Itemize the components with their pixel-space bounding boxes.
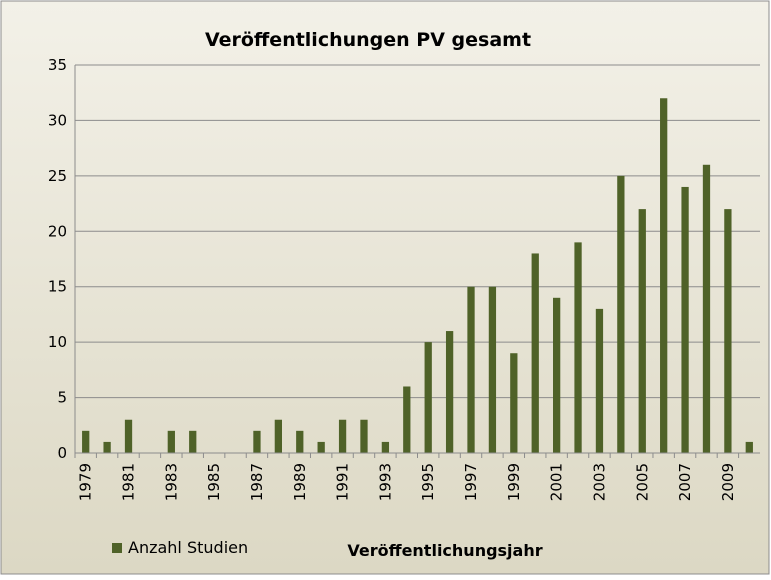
x-tick-label: 1983 <box>162 463 180 501</box>
bar <box>681 186 689 453</box>
legend-label: Anzahl Studien <box>128 538 248 557</box>
bar <box>553 297 561 453</box>
bar <box>167 430 175 453</box>
y-tick-label: 35 <box>48 56 67 74</box>
bar <box>445 331 454 453</box>
bar <box>189 430 197 453</box>
x-tick-label: 2005 <box>633 463 651 501</box>
bar <box>403 386 411 453</box>
y-tick-label: 20 <box>48 222 67 240</box>
x-tick-label: 2003 <box>590 463 608 501</box>
bar <box>574 242 582 453</box>
bar <box>617 175 625 453</box>
bar <box>253 430 261 453</box>
x-tick-label: 1987 <box>248 463 266 501</box>
y-tick-label: 15 <box>48 278 67 296</box>
x-tick-label: 2009 <box>719 463 737 501</box>
bar <box>124 419 133 453</box>
bar <box>360 419 368 453</box>
x-tick-label: 2007 <box>676 463 694 501</box>
bar <box>660 98 668 453</box>
x-tick-label: 1997 <box>462 463 480 501</box>
bar <box>317 441 325 453</box>
bar <box>724 209 732 453</box>
x-axis-title: Veröffentlichungsjahr <box>347 541 542 560</box>
y-tick-label: 30 <box>48 111 67 129</box>
bar <box>381 441 390 453</box>
bar <box>424 342 432 453</box>
x-tick-label: 1981 <box>120 463 138 501</box>
x-tick-label: 1993 <box>376 463 394 501</box>
bar <box>82 430 90 453</box>
bar <box>702 164 711 453</box>
bar <box>103 441 111 453</box>
bar <box>467 286 475 453</box>
y-tick-label: 0 <box>57 444 67 462</box>
bar <box>745 441 753 453</box>
bar <box>638 209 646 453</box>
x-tick-label: 1989 <box>291 463 309 501</box>
bar <box>510 353 518 453</box>
bar <box>531 253 539 453</box>
x-tick-label: 1995 <box>419 463 437 501</box>
y-tick-label: 5 <box>57 389 67 407</box>
y-tick-label: 25 <box>48 167 67 185</box>
x-tick-label: 1985 <box>205 463 223 501</box>
legend-swatch <box>112 543 122 553</box>
bar <box>296 430 304 453</box>
chart-title: Veröffentlichungen PV gesamt <box>205 29 531 51</box>
x-tick-label: 1979 <box>77 463 95 501</box>
bar <box>488 286 497 453</box>
bar <box>274 419 282 453</box>
x-tick-label: 1999 <box>505 463 523 501</box>
y-tick-label: 10 <box>48 333 67 351</box>
bar <box>595 308 604 453</box>
x-tick-label: 1991 <box>334 463 352 501</box>
x-tick-label: 2001 <box>548 463 566 501</box>
bar <box>338 419 347 453</box>
